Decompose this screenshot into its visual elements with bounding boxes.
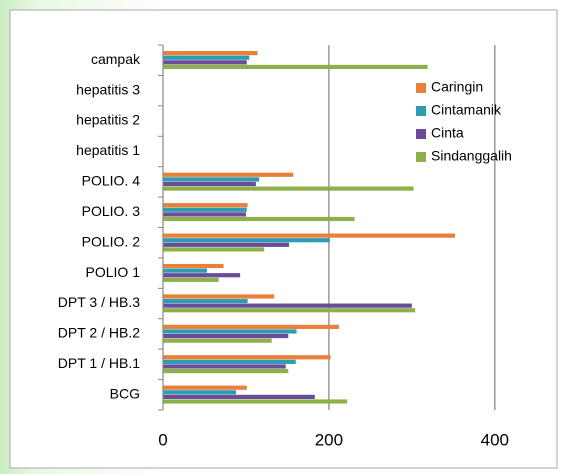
y-tick-label: hepatitis 2 — [76, 112, 140, 128]
x-tick-label: 0 — [158, 430, 167, 449]
bar — [163, 186, 414, 191]
y-tick-label: hepatitis 1 — [76, 142, 140, 158]
bar — [163, 359, 296, 364]
bar — [163, 177, 260, 182]
bar — [163, 385, 247, 390]
bar — [163, 298, 248, 304]
y-tick-label: DPT 2 / HB.2 — [58, 325, 140, 341]
legend-label: Cintamanik — [431, 102, 502, 118]
legend-swatch — [416, 129, 426, 139]
bar — [163, 277, 219, 282]
y-tick-label: POLIO. 4 — [82, 173, 141, 189]
bar — [163, 207, 247, 212]
bar — [163, 308, 416, 313]
bar — [163, 233, 455, 238]
legend-label: Sindanggalih — [431, 148, 512, 164]
bar — [163, 294, 275, 299]
bar — [163, 55, 250, 60]
bar — [163, 247, 265, 252]
x-tick-label: 400 — [481, 430, 509, 449]
x-tick-label: 200 — [315, 430, 343, 449]
y-tick-label: POLIO. 2 — [82, 233, 141, 249]
legend-swatch — [416, 106, 426, 116]
legend-label: Cinta — [431, 125, 464, 141]
bar — [163, 242, 290, 247]
y-tick-label: BCG — [110, 385, 140, 401]
bar — [163, 324, 339, 329]
bar — [163, 273, 241, 278]
bar — [163, 181, 256, 187]
bar — [163, 338, 272, 343]
bar — [163, 212, 246, 217]
bar — [163, 333, 289, 339]
legend-swatch — [416, 83, 426, 93]
y-tick-label: campak — [91, 51, 141, 67]
bar — [163, 364, 286, 369]
y-tick-label: DPT 3 / HB.3 — [58, 294, 140, 310]
bar — [163, 263, 224, 269]
bar — [163, 238, 330, 243]
y-tick-label: hepatitis 3 — [76, 81, 140, 97]
legend-label: Caringin — [431, 79, 483, 95]
legend-swatch — [416, 152, 426, 162]
bar — [163, 329, 297, 334]
bar — [163, 51, 258, 56]
bar — [163, 268, 207, 273]
bar — [163, 64, 428, 70]
y-tick-label: DPT 1 / HB.1 — [58, 355, 140, 371]
bar — [163, 303, 412, 308]
y-tick-label: POLIO. 3 — [82, 203, 141, 219]
bar — [163, 394, 315, 399]
bar — [163, 216, 355, 222]
bar — [163, 390, 236, 395]
y-tick-label: POLIO 1 — [86, 264, 141, 280]
bar — [163, 368, 289, 374]
bar — [163, 355, 331, 360]
bar — [163, 203, 248, 208]
bar — [163, 172, 294, 177]
bar — [163, 399, 348, 404]
bar — [163, 60, 247, 65]
